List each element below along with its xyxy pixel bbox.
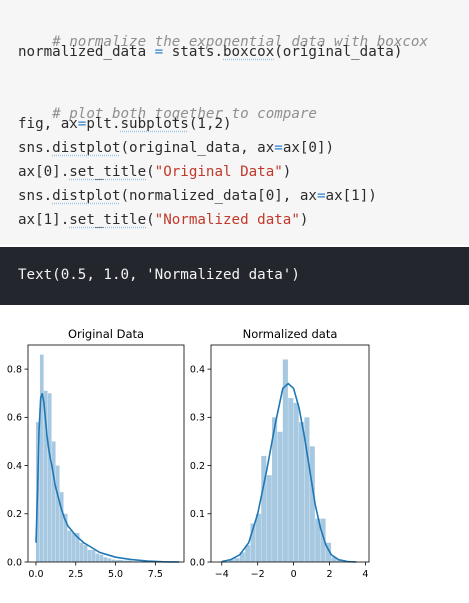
code-string: "Normalized data" — [155, 212, 300, 228]
code-line-8: sns.distplot(normalized_data[0], ax=ax[1… — [18, 189, 377, 203]
code-token: (original_data, ax — [121, 140, 275, 156]
code-line-6: sns.distplot(original_data, ax=ax[0]) — [18, 141, 334, 155]
code-function: set_title — [69, 164, 146, 180]
code-line-9: ax[1].set_title("Normalized data") — [18, 213, 308, 227]
code-function: boxcox — [223, 44, 274, 60]
code-token: ( — [146, 212, 155, 228]
code-operator: = — [155, 44, 164, 60]
code-token: normalized_data — [18, 44, 155, 60]
histogram-bar — [56, 466, 60, 562]
y-tick-label: 0.4 — [7, 461, 22, 472]
code-token: ) — [300, 212, 309, 228]
histogram-bar — [310, 446, 315, 562]
code-token: plt. — [86, 116, 120, 132]
histogram-bar — [256, 514, 261, 562]
histogram-bar — [288, 398, 293, 562]
x-tick-label: 7.5 — [148, 569, 163, 580]
histogram-bar — [96, 554, 100, 562]
code-cell[interactable]: # normalize the exponential data with bo… — [0, 0, 469, 245]
chart-title: Original Data — [68, 327, 144, 341]
code-function: distplot — [52, 140, 120, 156]
x-tick-label: 5.0 — [108, 569, 123, 580]
code-token: stats. — [163, 44, 223, 60]
x-tick-label: −2 — [251, 569, 265, 580]
histogram-bar — [52, 441, 56, 562]
plot-figure: 0.0 2.5 5.0 7.5 0.0 0.2 0.4 0.6 0.8 Original Data… — [0, 318, 469, 599]
output-cell: Text(0.5, 1.0, 'Normalized data') — [0, 247, 469, 305]
code-function: set_title — [69, 212, 146, 228]
histogram-bar — [283, 359, 288, 562]
histogram-bar — [100, 555, 104, 562]
x-tick-label: 0.0 — [28, 569, 43, 580]
histogram-bar — [68, 531, 72, 562]
code-function: subplots — [121, 116, 189, 132]
code-token: (normalized_data[0], ax — [121, 188, 317, 204]
histogram-bar — [88, 550, 92, 562]
x-tick-label: 0 — [291, 569, 297, 580]
code-function: distplot — [52, 188, 120, 204]
code-token: ax[1]) — [326, 188, 377, 204]
code-line-7: ax[0].set_title("Original Data") — [18, 165, 291, 179]
histogram-bar — [92, 550, 96, 562]
y-tick-label: 0.1 — [190, 509, 205, 520]
code-token: fig, ax — [18, 116, 78, 132]
code-token: sns. — [18, 188, 52, 204]
histogram-bar — [84, 545, 88, 562]
y-tick-label: 0.0 — [190, 557, 205, 568]
subplot-1: 0.0 2.5 5.0 7.5 0.0 0.2 0.4 0.6 0.8 Original Data — [7, 327, 184, 580]
y-tick-label: 0.3 — [190, 413, 205, 424]
code-token: (1,2) — [189, 116, 232, 132]
code-token: ( — [146, 164, 155, 180]
y-tick-label: 0.8 — [7, 364, 22, 375]
code-token: sns. — [18, 140, 52, 156]
subplot-2: −4 −2 0 2 4 0.0 0.1 0.2 0.3 0.4 Normalized data — [190, 327, 369, 580]
histogram-bar — [48, 393, 52, 562]
chart-title: Normalized data — [243, 327, 338, 341]
code-token: ax[1]. — [18, 212, 69, 228]
y-tick-label: 0.2 — [7, 509, 22, 520]
x-tick-label: 2 — [326, 569, 332, 580]
code-token: ) — [283, 164, 292, 180]
x-tick-label: 4 — [362, 569, 368, 580]
code-string: "Original Data" — [155, 164, 283, 180]
code-operator: = — [317, 188, 326, 204]
histogram-bar — [277, 432, 282, 562]
code-token: ax[0]) — [283, 140, 334, 156]
histogram-bar — [40, 355, 44, 562]
histogram-bar — [299, 422, 304, 562]
histogram-bar — [234, 558, 239, 562]
histogram-bar — [80, 543, 84, 562]
x-tick-label: 2.5 — [68, 569, 83, 580]
code-line-5: fig, ax=plt.subplots(1,2) — [18, 117, 232, 131]
histogram-bar — [104, 557, 108, 562]
code-line-2: normalized_data = stats.boxcox(original_… — [18, 45, 402, 59]
y-tick-label: 0.0 — [7, 557, 22, 568]
code-token: ax[0]. — [18, 164, 69, 180]
y-tick-label: 0.2 — [190, 461, 205, 472]
output-text: Text(0.5, 1.0, 'Normalized data') — [18, 268, 300, 282]
histogram-bar — [108, 558, 112, 562]
x-tick-label: −4 — [215, 569, 229, 580]
code-token: (original_data) — [274, 44, 402, 60]
code-operator: = — [274, 140, 283, 156]
histogram-bar — [294, 403, 299, 562]
figure-canvas: 0.0 2.5 5.0 7.5 0.0 0.2 0.4 0.6 0.8 Original Data… — [0, 318, 469, 599]
y-tick-label: 0.6 — [7, 413, 22, 424]
histogram-bar — [267, 475, 272, 562]
y-tick-label: 0.4 — [190, 364, 205, 375]
histogram-bar — [72, 533, 76, 562]
